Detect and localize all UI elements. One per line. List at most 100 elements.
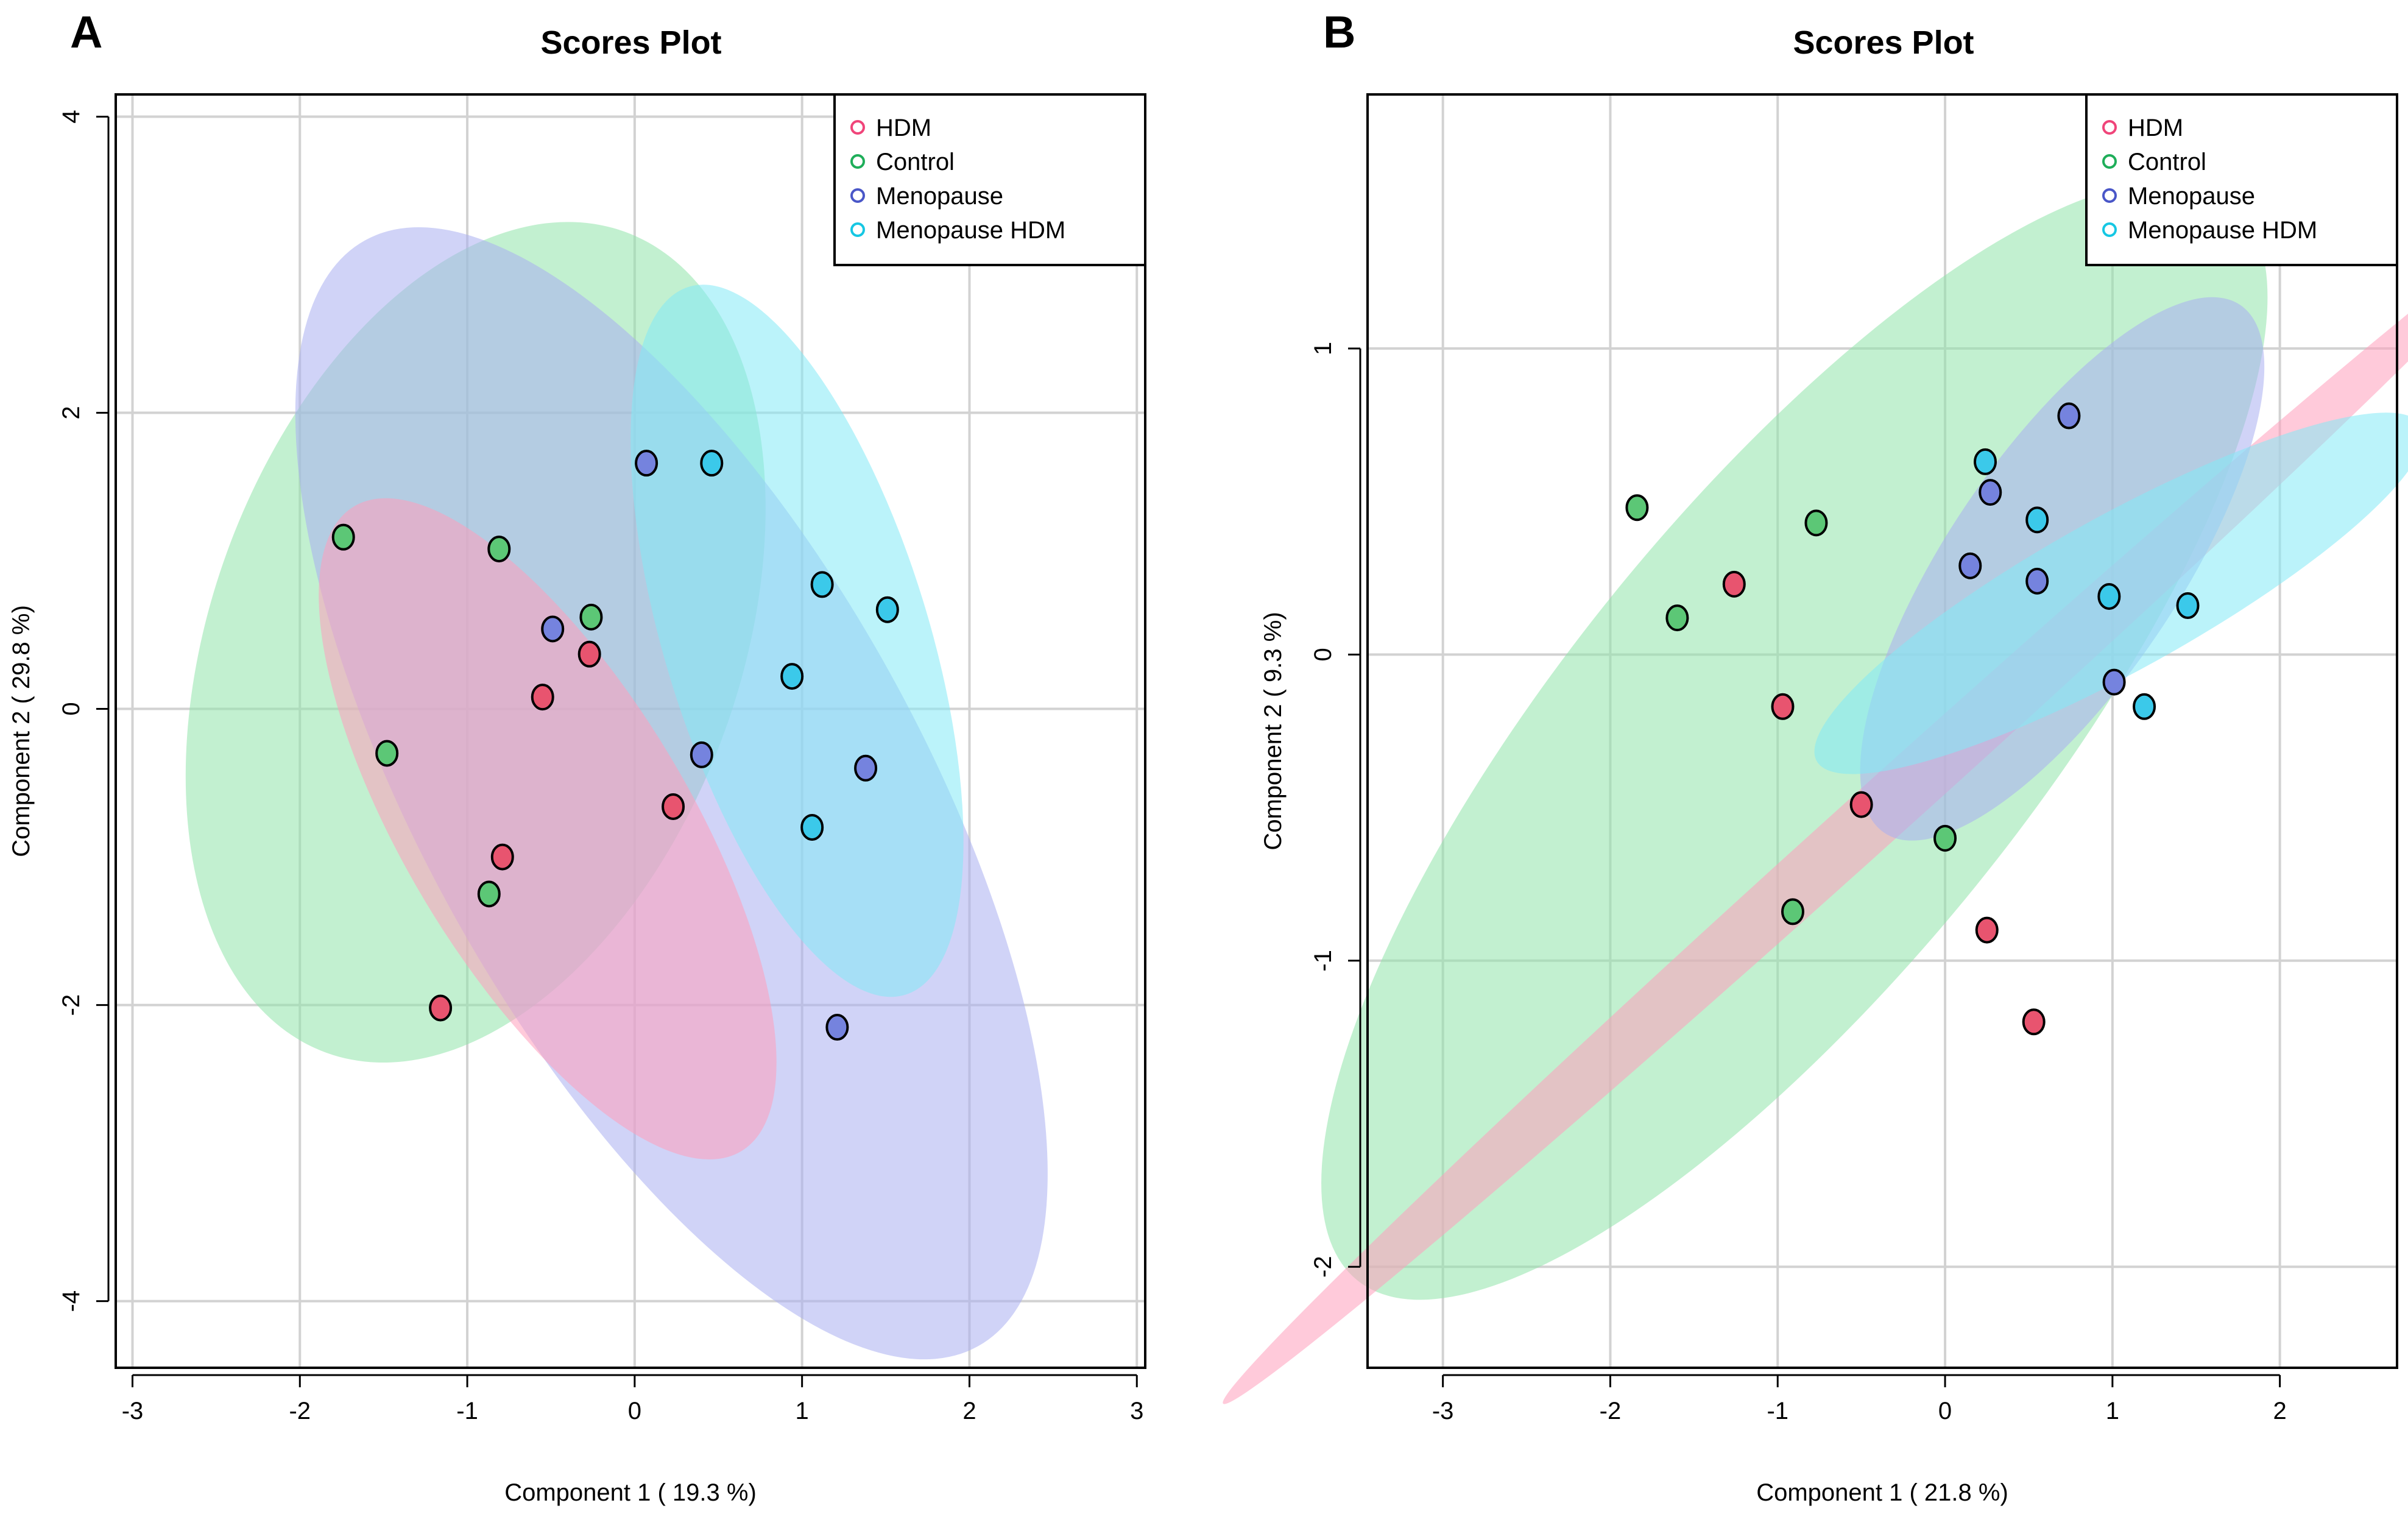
panel-b-y-tick-label: 0	[1310, 648, 1336, 661]
panel-b-point-control	[1933, 824, 1957, 852]
panel-b-point-hdm	[1771, 693, 1795, 720]
panel-a-point-menopause	[635, 450, 658, 477]
panel-a-legend-label-menopause: Menopause	[876, 183, 1003, 210]
panel-a-x-tick-label: -2	[289, 1398, 311, 1424]
panel-a-point-hdm	[490, 843, 514, 871]
panel-b-legend-box	[2085, 93, 2398, 266]
panel-b-point-menopause-hdm	[1974, 448, 1997, 475]
panel-a-point-control	[477, 880, 501, 908]
panel-a-point-menopause-hdm	[810, 571, 834, 598]
panel-a-y-tick-label: 0	[58, 702, 85, 715]
panel-b-legend-label-control: Control	[2128, 149, 2206, 175]
panel-b-point-menopause	[2102, 668, 2126, 696]
panel-b-letter: B	[1323, 7, 1355, 57]
panel-a-point-control	[331, 523, 355, 551]
panel-b-point-control	[1781, 898, 1804, 925]
panel-b-legend-label-menopause-hdm: Menopause HDM	[2128, 217, 2317, 244]
panel-b-y-tick-label: -2	[1310, 1256, 1336, 1278]
panel-a-y-axis-label: Component 2 ( 29.8 %)	[8, 605, 35, 857]
panel-a-x-tick-label: -1	[456, 1398, 478, 1424]
panel-a-x-tick-label: 3	[1130, 1398, 1143, 1424]
panel-b-y-tick-label: -1	[1310, 950, 1336, 972]
panel-b-point-control	[1665, 604, 1689, 632]
panel-a-x-axis-label: Component 1 ( 19.3 %)	[504, 1479, 757, 1506]
panel-b-point-menopause-hdm	[2133, 693, 2156, 720]
panel-b-point-menopause-hdm	[2025, 506, 2049, 534]
panel-a-ellipses	[185, 222, 1048, 1360]
panel-a-point-menopause	[690, 741, 713, 768]
panel-b-x-tick-label: 1	[2106, 1398, 2119, 1424]
panel-b-legend-marker-menopause	[2102, 188, 2117, 203]
panel-b-x-tick-label: -3	[1432, 1398, 1454, 1424]
panel-b-plot-frame	[1366, 93, 2398, 1369]
panel-a-point-hdm	[429, 994, 453, 1022]
panel-a-y-tick-label: 4	[58, 110, 85, 123]
panel-b-point-menopause	[2057, 402, 2081, 430]
panel-b-point-hdm	[1722, 570, 1746, 598]
panel-a-point-menopause	[825, 1014, 849, 1041]
panel-a-legend-marker-menopause	[850, 188, 865, 203]
panel-a-x-tick-label: 2	[962, 1398, 976, 1424]
panel-a-point-control	[375, 740, 399, 767]
panel-b-x-tick-label: 2	[2273, 1398, 2287, 1424]
panel-a: A Scores Plot -3 -2 -1 0 1 2 3 4 2 0 -2 -4 HDM Contr…	[8, 7, 1146, 1506]
panel-a-point-menopause-hdm	[780, 663, 804, 690]
panel-a-title: Scores Plot	[540, 24, 721, 61]
panel-b-x-tick-label: 0	[1938, 1398, 1952, 1424]
panel-b-y-axis-label: Component 2 ( 9.3 %)	[1260, 612, 1287, 850]
panel-a-point-hdm	[577, 640, 601, 668]
panel-b-point-control	[1625, 494, 1649, 522]
panel-a-y-tick-label: -4	[58, 1290, 85, 1312]
panel-b-point-menopause	[2025, 567, 2049, 595]
panel-a-legend-marker-menopause-hdm	[850, 222, 865, 237]
panel-b-point-hdm	[2022, 1008, 2046, 1036]
panel-a-points	[331, 450, 899, 1041]
panel-b-legend-marker-control	[2102, 154, 2117, 169]
panel-a-legend-label-hdm: HDM	[876, 115, 931, 141]
panel-b-points	[1625, 402, 2200, 1036]
panel-a-legend: HDM Control Menopause Menopause HDM	[833, 93, 1146, 266]
panel-a-x-tick-label: 0	[628, 1398, 641, 1424]
panel-b-x-axis-label: Component 1 ( 21.8 %)	[1756, 1479, 2008, 1506]
panel-b-ellipses	[1223, 180, 2408, 1404]
panel-b-point-hdm	[1975, 916, 1999, 944]
panel-a-y-tick-label: 2	[58, 406, 85, 419]
panel-b-point-menopause	[1979, 479, 2002, 506]
panel-b-y-tick-label: 1	[1310, 342, 1336, 355]
panel-a-ellipse-hdm	[319, 498, 777, 1160]
panel-b-title: Scores Plot	[1793, 24, 1974, 61]
panel-a-legend-label-control: Control	[876, 149, 955, 175]
panel-b-point-menopause-hdm	[2097, 582, 2121, 610]
panel-a-plot-frame	[115, 93, 1146, 1369]
panel-a-x-tick-label: 1	[796, 1398, 809, 1424]
panel-a-point-menopause	[541, 615, 565, 643]
panel-b-x-tick-label: -1	[1767, 1398, 1788, 1424]
panel-a-legend-marker-control	[850, 154, 865, 169]
panel-b-axes: -3 -2 -1 0 1 2 1 0 -1 -2	[1310, 342, 2287, 1424]
panel-b-point-control	[1804, 509, 1828, 537]
panel-a-point-hdm	[662, 793, 685, 820]
panel-b-x-tick-label: -2	[1600, 1398, 1622, 1424]
panel-a-letter: A	[70, 7, 102, 57]
panel-b-point-menopause	[1958, 552, 1982, 579]
panel-b-legend-label-menopause: Menopause	[2128, 183, 2255, 210]
panel-b-legend-label-hdm: HDM	[2128, 115, 2183, 141]
panel-b: B Scores Plot -3 -2 -1 0 1 2 1 0 -1 -2 HDM Control…	[1223, 7, 2408, 1506]
panel-a-legend-label-menopause-hdm: Menopause HDM	[876, 217, 1065, 244]
panel-b-legend: HDM Control Menopause Menopause HDM	[2085, 93, 2398, 266]
panel-b-legend-marker-hdm	[2102, 120, 2117, 135]
panel-a-point-menopause-hdm	[800, 813, 824, 841]
panel-a-y-tick-label: -2	[58, 994, 85, 1016]
panel-a-axes: -3 -2 -1 0 1 2 3 4 2 0 -2 -4	[58, 110, 1143, 1424]
panel-a-legend-box	[833, 93, 1146, 266]
panel-b-point-hdm	[1849, 791, 1873, 818]
panel-a-point-control	[579, 603, 603, 631]
panel-a-point-menopause-hdm	[875, 596, 899, 623]
panel-a-x-tick-label: -3	[122, 1398, 144, 1424]
panel-a-point-menopause	[854, 754, 878, 782]
panel-a-legend-marker-hdm	[850, 120, 865, 135]
panel-a-point-hdm	[531, 684, 554, 711]
panel-a-point-menopause-hdm	[700, 450, 724, 477]
panel-b-legend-marker-menopause-hdm	[2102, 222, 2117, 237]
